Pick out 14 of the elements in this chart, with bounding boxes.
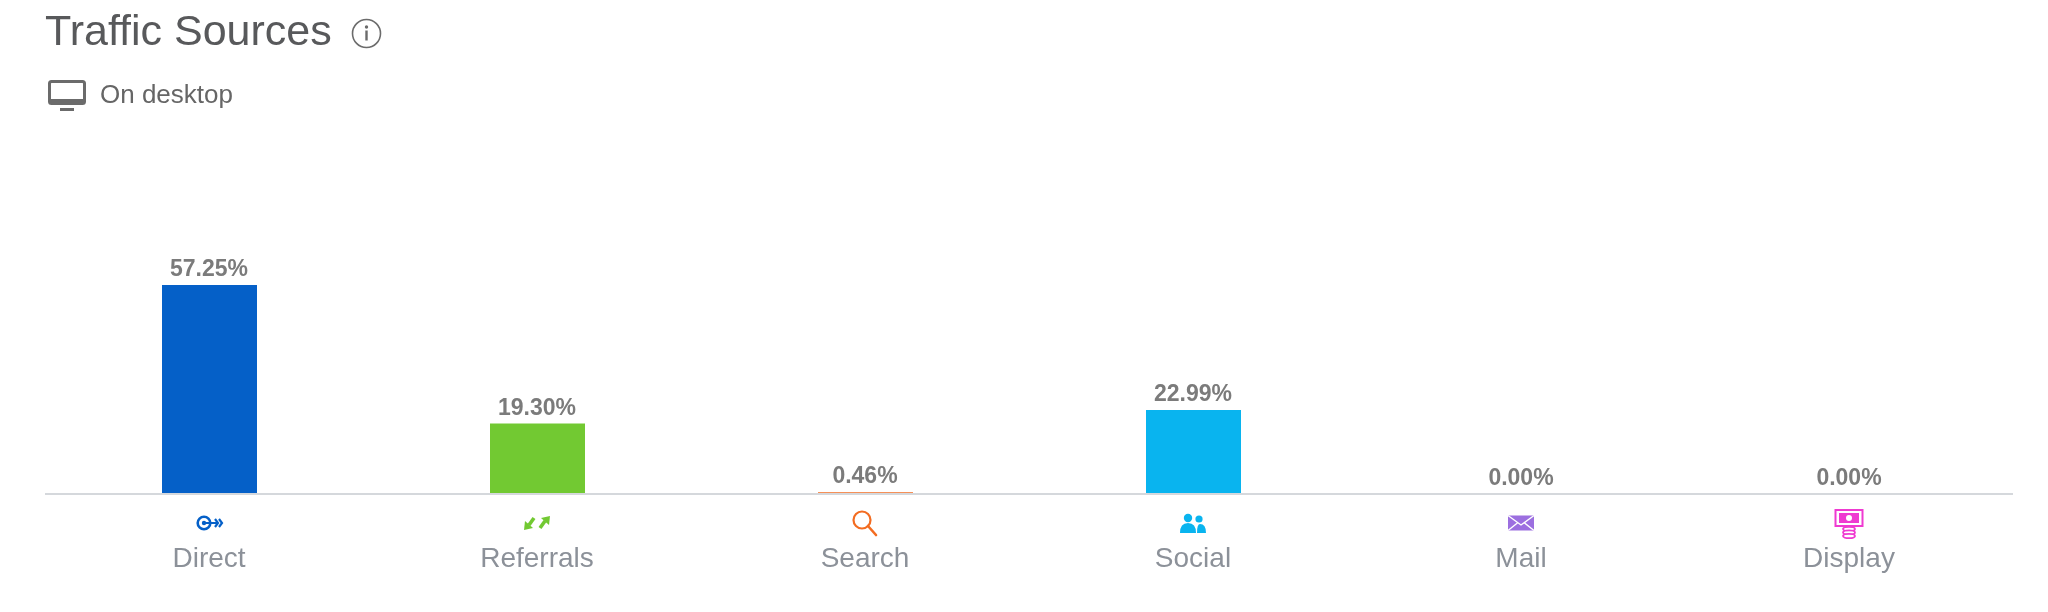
x-tick-label: Mail — [1495, 542, 1547, 573]
data-label: 19.30% — [497, 393, 577, 420]
data-label: 0.00% — [1488, 464, 1554, 490]
x-tick-label: Search — [820, 542, 910, 573]
chart-title: Traffic Sources — [45, 6, 332, 54]
data-label: 22.99% — [1153, 380, 1233, 407]
x-tick-label: Social — [1154, 542, 1232, 573]
data-label: 0.46% — [832, 462, 898, 489]
data-label: 57.25% — [169, 255, 249, 281]
data-label: 0.00% — [1816, 464, 1882, 490]
x-tick-label: Referrals — [480, 542, 594, 573]
chart-subtitle: On desktop — [100, 79, 233, 109]
x-tick-label: Direct — [172, 542, 246, 573]
x-tick-label: Display — [1803, 542, 1895, 573]
